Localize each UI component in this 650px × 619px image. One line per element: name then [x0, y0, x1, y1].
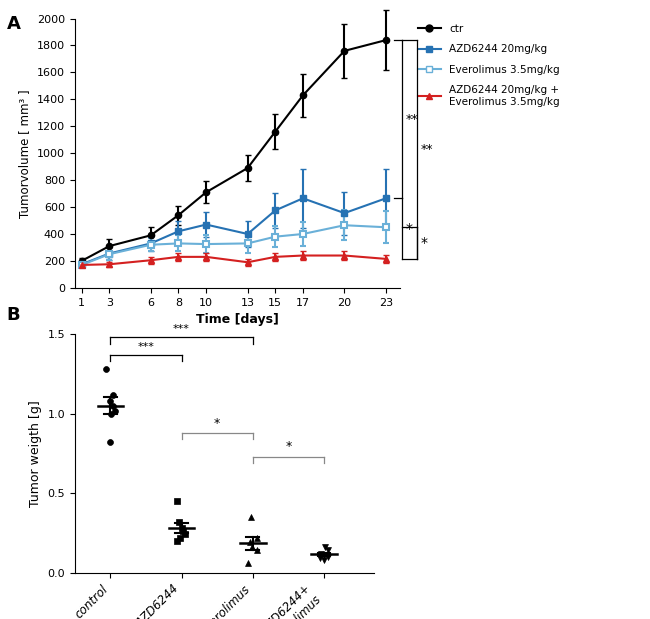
Point: [105, 409, 116, 418]
Y-axis label: Tumorvolume [ mm³ ]: Tumorvolume [ mm³ ]: [18, 89, 31, 217]
Text: ***: ***: [173, 324, 190, 334]
Point: [176, 523, 187, 533]
Text: ***: ***: [138, 342, 155, 352]
Point: [246, 512, 256, 522]
X-axis label: Time [days]: Time [days]: [196, 313, 279, 326]
Point: [105, 396, 115, 406]
Point: [105, 438, 116, 448]
Point: [252, 533, 262, 543]
Point: [174, 517, 185, 527]
Point: [179, 529, 190, 539]
Point: [108, 390, 118, 400]
Text: *: *: [285, 440, 291, 453]
Point: [244, 537, 255, 547]
Y-axis label: Tumor weigth [g]: Tumor weigth [g]: [29, 400, 42, 507]
Point: [319, 555, 330, 565]
Text: **: **: [421, 143, 433, 156]
Point: [315, 553, 326, 563]
Point: [101, 364, 111, 374]
Text: B: B: [6, 306, 20, 324]
Point: [319, 550, 330, 560]
Legend: ctr, AZD6244 20mg/kg, Everolimus 3.5mg/kg, AZD6244 20mg/kg +
Everolimus 3.5mg/kg: ctr, AZD6244 20mg/kg, Everolimus 3.5mg/k…: [418, 24, 560, 106]
Point: [243, 558, 254, 568]
Point: [320, 542, 330, 552]
Point: [323, 545, 333, 555]
Point: [252, 545, 262, 555]
Point: [110, 405, 120, 415]
Point: [172, 536, 183, 546]
Point: [107, 401, 118, 411]
Point: [175, 533, 185, 543]
Point: [247, 542, 257, 552]
Point: [323, 552, 333, 561]
Text: *: *: [214, 417, 220, 430]
Text: **: **: [406, 113, 418, 126]
Text: *: *: [406, 222, 412, 236]
Point: [178, 526, 188, 536]
Point: [172, 496, 183, 506]
Point: [316, 548, 326, 558]
Text: A: A: [6, 15, 20, 33]
Text: *: *: [421, 236, 427, 250]
